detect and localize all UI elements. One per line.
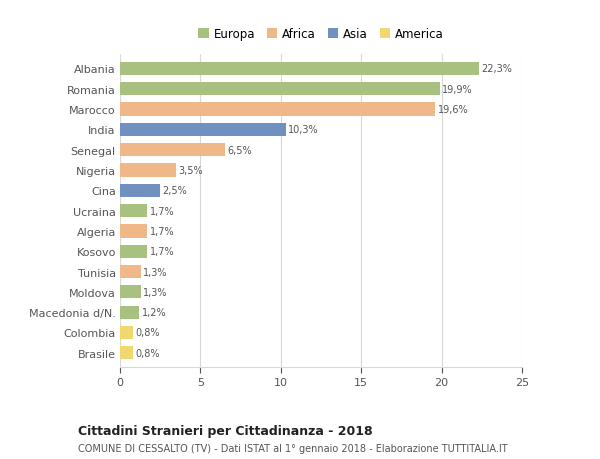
Text: 1,3%: 1,3%: [143, 287, 168, 297]
Bar: [120, 144, 224, 157]
Bar: [120, 103, 435, 117]
Text: 2,5%: 2,5%: [163, 186, 187, 196]
Text: 6,5%: 6,5%: [227, 146, 251, 155]
Text: 1,7%: 1,7%: [150, 246, 175, 257]
Bar: [120, 225, 148, 238]
Text: COMUNE DI CESSALTO (TV) - Dati ISTAT al 1° gennaio 2018 - Elaborazione TUTTITALI: COMUNE DI CESSALTO (TV) - Dati ISTAT al …: [78, 443, 508, 453]
Bar: [120, 347, 133, 359]
Bar: [120, 326, 133, 339]
Legend: Europa, Africa, Asia, America: Europa, Africa, Asia, America: [193, 23, 448, 46]
Bar: [120, 63, 479, 76]
Bar: [120, 306, 139, 319]
Bar: [120, 265, 141, 279]
Bar: [120, 123, 286, 137]
Text: 1,2%: 1,2%: [142, 308, 166, 318]
Text: 3,5%: 3,5%: [179, 166, 203, 176]
Text: 10,3%: 10,3%: [288, 125, 319, 135]
Text: 19,6%: 19,6%: [437, 105, 468, 115]
Text: 0,8%: 0,8%: [135, 348, 160, 358]
Text: 1,7%: 1,7%: [150, 226, 175, 236]
Text: 1,3%: 1,3%: [143, 267, 168, 277]
Bar: [120, 285, 141, 299]
Bar: [120, 184, 160, 197]
Bar: [120, 83, 440, 96]
Bar: [120, 245, 148, 258]
Text: Cittadini Stranieri per Cittadinanza - 2018: Cittadini Stranieri per Cittadinanza - 2…: [78, 425, 373, 437]
Bar: [120, 164, 176, 177]
Text: 22,3%: 22,3%: [481, 64, 512, 74]
Text: 0,8%: 0,8%: [135, 328, 160, 338]
Text: 1,7%: 1,7%: [150, 206, 175, 216]
Text: 19,9%: 19,9%: [442, 84, 473, 95]
Bar: [120, 205, 148, 218]
